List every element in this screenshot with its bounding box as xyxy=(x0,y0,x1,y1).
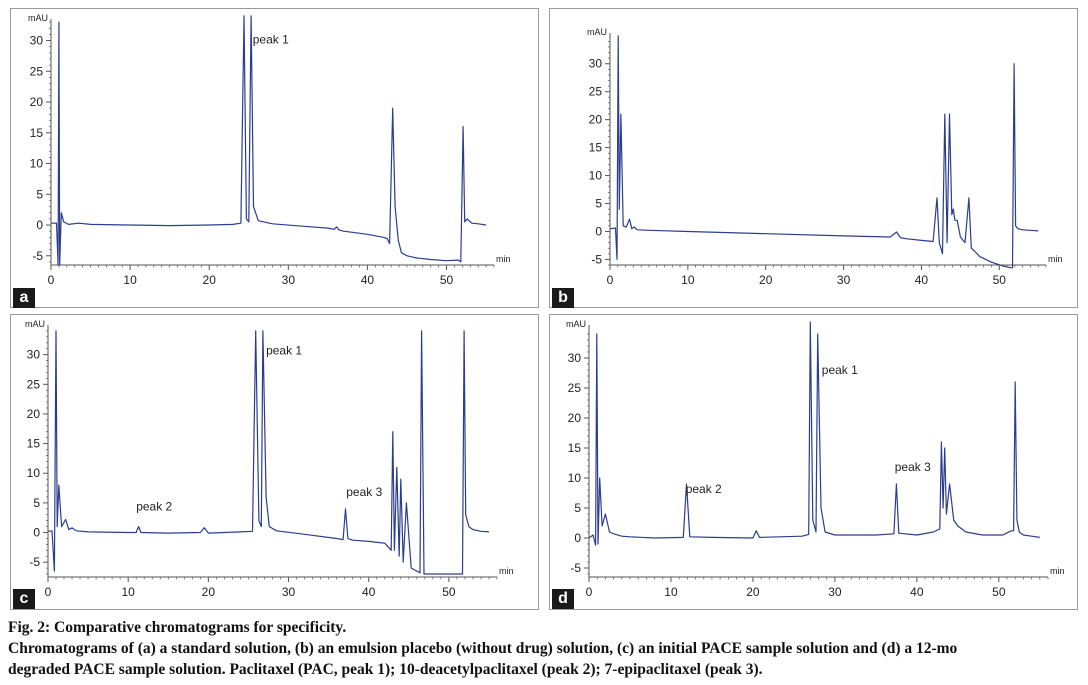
trace-line-a xyxy=(51,15,487,266)
y-tick-label-c: -5 xyxy=(29,555,40,569)
y-axis-label-d: mAU xyxy=(566,319,586,329)
caption-line-2: degraded PACE sample solution. Paclitaxe… xyxy=(8,661,763,678)
caption-line-1: Chromatograms of (a) a standard solution… xyxy=(8,640,958,657)
y-tick-label-a: 15 xyxy=(30,126,44,140)
peak-annotation-d: peak 1 xyxy=(822,363,858,377)
peak-annotation-d: peak 3 xyxy=(895,460,931,474)
y-tick-label-d: -5 xyxy=(570,561,581,575)
x-tick-label-b: 0 xyxy=(607,273,614,287)
y-tick-label-a: 10 xyxy=(30,157,44,171)
y-tick-label-b: 5 xyxy=(595,197,602,211)
x-axis-label-c: min xyxy=(499,566,514,576)
x-tick-label-a: 50 xyxy=(440,273,454,287)
y-tick-label-c: 20 xyxy=(27,407,41,421)
panel-label-b: b xyxy=(552,288,574,308)
trace-line-c xyxy=(47,330,490,575)
peak-annotation-c: peak 1 xyxy=(266,344,302,358)
x-axis-label-b: min xyxy=(1048,254,1063,264)
chart-panel-a: -5 0 5 10 15 20 25 30 0 10 20 30 40 50 mAU min peak 1 a xyxy=(10,8,539,308)
y-tick-label-c: 30 xyxy=(27,348,41,362)
x-tick-label-b: 50 xyxy=(993,273,1007,287)
x-tick-label-d: 40 xyxy=(910,585,924,599)
x-tick-label-c: 10 xyxy=(121,585,135,599)
chart-panel-d: -5 0 5 10 15 20 25 30 0 10 20 30 40 50 mAU min peak 1 pea… xyxy=(549,314,1078,610)
x-tick-label-c: 50 xyxy=(442,585,456,599)
caption-title: Fig. 2: Comparative chromatograms for sp… xyxy=(8,619,347,636)
y-tick-label-d: 0 xyxy=(574,531,581,545)
y-tick-label-d: 25 xyxy=(568,381,582,395)
y-tick-label-c: 10 xyxy=(27,466,41,480)
x-axis-label-d: min xyxy=(1050,566,1065,576)
trace-line-b xyxy=(609,35,1039,269)
peak-annotation-c: peak 2 xyxy=(136,500,172,514)
y-tick-label-b: 30 xyxy=(589,57,603,71)
peak-annotation-d: peak 2 xyxy=(686,482,722,496)
y-tick-label-a: 20 xyxy=(30,95,44,109)
y-tick-label-a: 0 xyxy=(36,218,43,232)
y-axis-label-c: mAU xyxy=(25,319,45,329)
x-tick-label-d: 30 xyxy=(828,585,842,599)
x-axis-label-a: min xyxy=(496,254,511,264)
y-tick-label-b: 15 xyxy=(589,141,603,155)
y-tick-label-c: 0 xyxy=(33,526,40,540)
chart-panel-b: -5 0 5 10 15 20 25 30 0 10 20 30 40 50 mAU min b xyxy=(549,8,1078,308)
x-tick-label-c: 0 xyxy=(45,585,52,599)
x-tick-label-d: 0 xyxy=(586,585,593,599)
y-tick-label-b: 0 xyxy=(595,224,602,238)
y-tick-label-a: 30 xyxy=(30,34,44,48)
x-tick-label-a: 40 xyxy=(361,273,375,287)
panel-label-d: d xyxy=(552,589,574,609)
chart-d-svg: -5 0 5 10 15 20 25 30 0 10 20 30 40 50 mAU min peak 1 pea… xyxy=(566,319,1065,599)
x-tick-label-b: 10 xyxy=(681,273,695,287)
y-tick-label-c: 25 xyxy=(27,377,41,391)
trace-line-d xyxy=(588,321,1040,546)
x-tick-label-a: 20 xyxy=(203,273,217,287)
chart-c-svg: -5 0 5 10 15 20 25 30 0 10 20 30 40 50 mAU min peak 1 pea… xyxy=(25,319,514,599)
chart-b-svg: -5 0 5 10 15 20 25 30 0 10 20 30 40 50 mAU min xyxy=(587,27,1063,287)
y-tick-label-d: 30 xyxy=(568,351,582,365)
x-tick-label-c: 40 xyxy=(362,585,376,599)
x-tick-label-c: 20 xyxy=(202,585,216,599)
x-tick-label-b: 40 xyxy=(915,273,929,287)
y-tick-label-d: 15 xyxy=(568,441,582,455)
y-tick-label-b: 10 xyxy=(589,169,603,183)
y-tick-label-b: 20 xyxy=(589,113,603,127)
y-tick-label-b: 25 xyxy=(589,85,603,99)
panel-label-c: c xyxy=(13,589,35,609)
x-tick-label-a: 10 xyxy=(123,273,137,287)
peak-annotation-c: peak 3 xyxy=(346,485,382,499)
peak-annotation-a: peak 1 xyxy=(253,33,289,47)
x-tick-label-a: 30 xyxy=(282,273,296,287)
x-tick-label-a: 0 xyxy=(48,273,55,287)
y-tick-label-d: 5 xyxy=(574,501,581,515)
y-tick-label-d: 20 xyxy=(568,411,582,425)
y-tick-label-c: 15 xyxy=(27,437,41,451)
y-axis-label-b: mAU xyxy=(587,27,607,37)
x-tick-label-b: 30 xyxy=(837,273,851,287)
y-tick-label-b: -5 xyxy=(591,252,602,266)
x-tick-label-b: 20 xyxy=(759,273,773,287)
figure-caption: Fig. 2: Comparative chromatograms for sp… xyxy=(8,617,1086,680)
panel-label-a: a xyxy=(13,288,35,308)
y-tick-label-a: 25 xyxy=(30,64,44,78)
x-tick-label-d: 20 xyxy=(746,585,760,599)
chart-panel-c: -5 0 5 10 15 20 25 30 0 10 20 30 40 50 mAU min peak 1 pea… xyxy=(10,314,539,610)
y-tick-label-a: 5 xyxy=(36,187,43,201)
x-tick-label-d: 50 xyxy=(992,585,1006,599)
x-tick-label-d: 10 xyxy=(664,585,678,599)
y-tick-label-c: 5 xyxy=(33,496,40,510)
x-tick-label-c: 30 xyxy=(282,585,296,599)
chart-a-svg: -5 0 5 10 15 20 25 30 0 10 20 30 40 50 mAU min peak 1 xyxy=(28,13,511,287)
y-tick-label-a: -5 xyxy=(32,249,43,263)
y-axis-label-a: mAU xyxy=(28,13,48,23)
y-tick-label-d: 10 xyxy=(568,471,582,485)
